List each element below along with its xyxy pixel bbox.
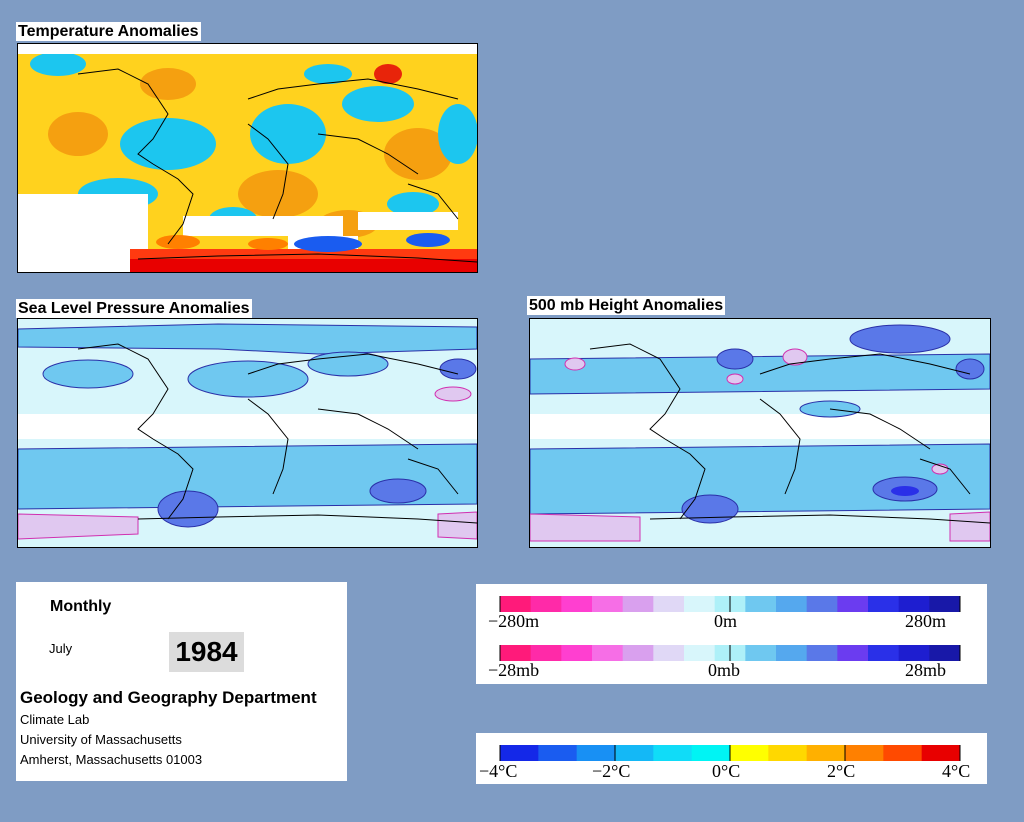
pressure-scale-swatch xyxy=(592,645,624,661)
height-scale-swatch xyxy=(592,596,624,612)
pressure-scale-swatch xyxy=(929,645,961,661)
pressure-scale-swatch xyxy=(868,645,900,661)
department-name: Geology and Geography Department xyxy=(20,688,317,707)
temp-label-minus4: −4°C xyxy=(479,761,518,781)
height-pressure-legend-panel: −280m 0m 280m −28mb 0mb 28mb xyxy=(476,584,987,684)
pressure-scale-swatch xyxy=(684,645,716,661)
temperature-map-title: Temperature Anomalies xyxy=(16,22,201,41)
info-panel: Monthly July 1984 Geology and Geography … xyxy=(16,582,347,781)
pressure-scale-swatch xyxy=(745,645,777,661)
slp-anomaly-map xyxy=(17,318,478,548)
temperature-scale-swatch xyxy=(730,745,769,761)
temp-label-minus2: −2°C xyxy=(592,761,631,781)
height-color-bar xyxy=(499,596,961,612)
temperature-scale-swatch xyxy=(691,745,731,761)
height-scale-swatch xyxy=(530,596,562,612)
legend-scales xyxy=(499,596,961,661)
info-line-lab: Climate Lab xyxy=(20,712,90,727)
temperature-scale-swatch xyxy=(845,745,884,761)
pressure-min-label: −28mb xyxy=(488,660,540,680)
year-display: 1984 xyxy=(169,632,244,672)
pressure-scale-swatch xyxy=(622,645,654,661)
height-max-label: 280m xyxy=(905,611,947,631)
slp-map-title: Sea Level Pressure Anomalies xyxy=(16,299,252,318)
temperature-scale-swatch xyxy=(806,745,846,761)
temperature-scale-swatch xyxy=(921,745,961,761)
pressure-scale-swatch xyxy=(806,645,838,661)
pressure-scale-swatch xyxy=(653,645,685,661)
height-scale-swatch xyxy=(776,596,808,612)
month-label: July xyxy=(49,641,73,656)
info-line-university: University of Massachusetts xyxy=(20,732,182,747)
height-scale-swatch xyxy=(837,596,869,612)
height500-map-title: 500 mb Height Anomalies xyxy=(527,296,726,315)
pressure-scale-swatch xyxy=(898,645,930,661)
height-scale-swatch xyxy=(653,596,685,612)
height-scale-swatch xyxy=(622,596,654,612)
slp-map-graphic xyxy=(18,319,477,547)
temperature-map-graphic xyxy=(18,44,477,272)
temperature-color-bar xyxy=(499,745,961,761)
temperature-scale-swatch xyxy=(615,745,654,761)
temp-label-plus4: 4°C xyxy=(942,761,971,781)
pressure-scale-swatch xyxy=(776,645,808,661)
height-min-label: −280m xyxy=(488,611,540,631)
height-scale-swatch xyxy=(868,596,900,612)
height-scale-swatch xyxy=(898,596,930,612)
height-scale-swatch xyxy=(806,596,838,612)
period-label: Monthly xyxy=(50,598,112,615)
info-line-address: Amherst, Massachusetts 01003 xyxy=(20,752,203,767)
temp-label-0: 0°C xyxy=(712,761,741,781)
height-scale-swatch xyxy=(500,596,532,612)
pressure-scale-swatch xyxy=(837,645,869,661)
height-scale-swatch xyxy=(929,596,961,612)
temperature-legend-panel: −4°C −2°C 0°C 2°C 4°C xyxy=(476,733,987,784)
pressure-scale-swatch xyxy=(500,645,532,661)
temperature-legend-scale xyxy=(499,745,961,761)
height500-map-graphic xyxy=(530,319,990,547)
temperature-scale-swatch xyxy=(538,745,578,761)
pressure-scale-swatch xyxy=(530,645,562,661)
temperature-anomaly-map xyxy=(17,43,478,273)
pressure-scale-swatch xyxy=(561,645,593,661)
temperature-scale-swatch xyxy=(500,745,539,761)
height-scale-swatch xyxy=(684,596,716,612)
temperature-scale-swatch xyxy=(883,745,923,761)
height-mid-label: 0m xyxy=(714,611,738,631)
temp-label-plus2: 2°C xyxy=(827,761,856,781)
pressure-mid-label: 0mb xyxy=(708,660,741,680)
temperature-scale-swatch xyxy=(768,745,808,761)
temperature-scale-swatch xyxy=(576,745,616,761)
temperature-scale-swatch xyxy=(653,745,693,761)
height-scale-swatch xyxy=(561,596,593,612)
pressure-max-label: 28mb xyxy=(905,660,947,680)
height-scale-swatch xyxy=(745,596,777,612)
pressure-color-bar xyxy=(499,645,961,661)
height500-anomaly-map xyxy=(529,318,991,548)
